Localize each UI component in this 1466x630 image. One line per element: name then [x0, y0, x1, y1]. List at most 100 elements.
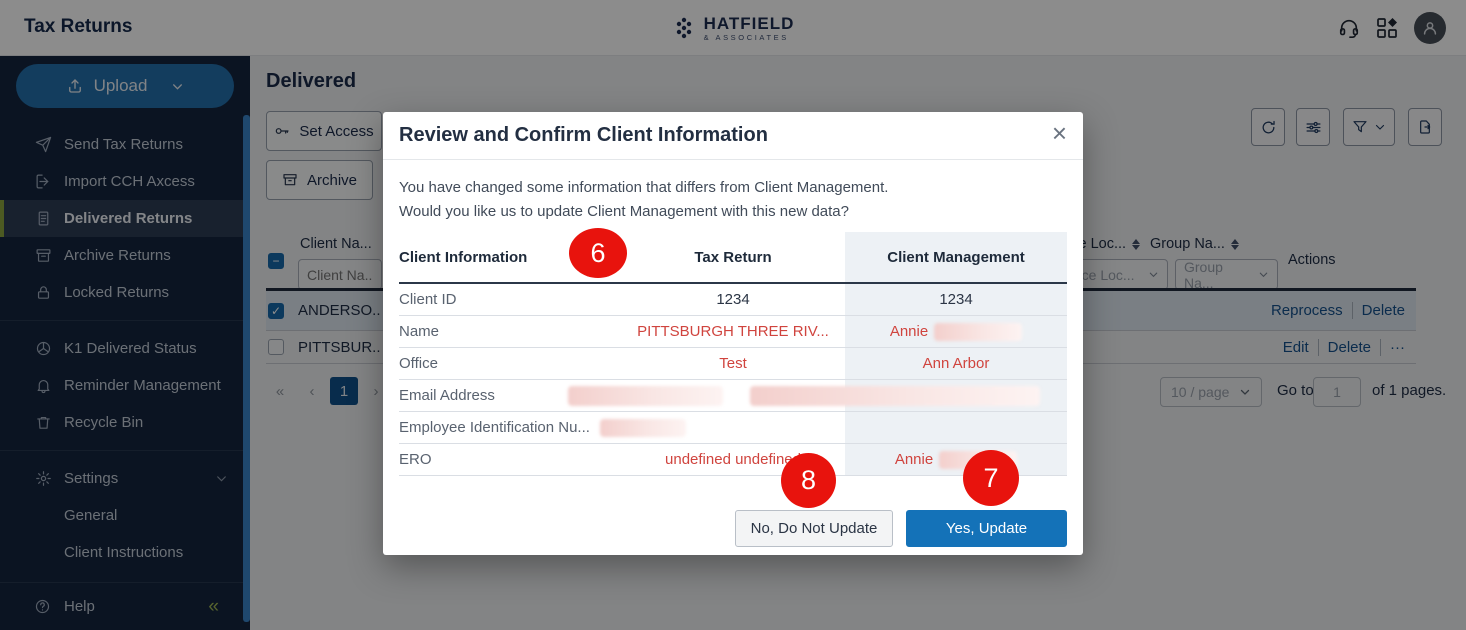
annotation-circle-6: 6: [569, 228, 627, 278]
column-settings-button[interactable]: [1296, 108, 1330, 146]
chevron-down-icon: [1148, 269, 1159, 280]
pagination-next-button[interactable]: ›: [373, 382, 379, 400]
refresh-icon: [1260, 119, 1277, 136]
goto-page-input[interactable]: [1314, 378, 1360, 406]
filter-button[interactable]: [1343, 108, 1395, 146]
apps-grid-icon[interactable]: [1376, 17, 1398, 39]
import-icon: [34, 173, 52, 191]
sidebar-item-settings[interactable]: Settings: [0, 460, 250, 497]
sidebar-item-locked-returns[interactable]: Locked Returns: [0, 274, 250, 311]
sort-icon[interactable]: [1132, 238, 1141, 250]
lock-icon: [34, 284, 52, 302]
sidebar-item-label: General: [64, 507, 118, 524]
sidebar-item-client-instructions[interactable]: Client Instructions: [0, 534, 250, 571]
page-app-title: Tax Returns: [24, 16, 133, 37]
comparison-table-header: Client Information Tax Return Client Man…: [399, 232, 1067, 284]
sidebar-item-label: Import CCH Axcess: [64, 173, 195, 190]
archive-box-icon: [34, 247, 52, 265]
client-info-comparison-table: Client Information Tax Return Client Man…: [399, 232, 1067, 476]
sidebar-item-general[interactable]: General: [0, 497, 250, 534]
archive-button[interactable]: Archive: [266, 160, 373, 200]
modal-title: Review and Confirm Client Information: [399, 124, 768, 146]
review-confirm-modal: Review and Confirm Client Information × …: [383, 112, 1083, 555]
sidebar-item-delivered-returns[interactable]: Delivered Returns: [0, 200, 250, 237]
sidebar-item-k1-delivered-status[interactable]: K1 Delivered Status: [0, 330, 250, 367]
column-header-group-name[interactable]: Group Na...: [1150, 236, 1239, 252]
sidebar-item-label: Recycle Bin: [64, 414, 144, 431]
client-name-filter[interactable]: [298, 259, 382, 290]
modal-message-line1: You have changed some information that d…: [399, 179, 889, 196]
upload-button[interactable]: Upload: [16, 64, 234, 108]
goto-page-box[interactable]: [1313, 377, 1361, 407]
sidebar-item-import-cch-axcess[interactable]: Import CCH Axcess: [0, 163, 250, 200]
sliders-icon: [1305, 119, 1322, 136]
more-actions-link[interactable]: ···: [1380, 338, 1414, 356]
user-avatar[interactable]: [1414, 12, 1446, 44]
settings-chevron-down-icon[interactable]: [215, 472, 228, 485]
client-name-filter-input[interactable]: [307, 266, 373, 283]
comparison-row-office: Office Test Ann Arbor: [399, 348, 1067, 380]
support-headset-icon[interactable]: [1338, 17, 1360, 39]
sidebar-divider: [0, 450, 250, 451]
sort-icon[interactable]: [1230, 238, 1239, 250]
header-tax-return: Tax Return: [694, 248, 772, 266]
sidebar-item-label: Send Tax Returns: [64, 136, 183, 153]
upload-chevron-down-icon[interactable]: [171, 80, 184, 93]
sidebar-divider: [0, 320, 250, 321]
delete-link[interactable]: Delete: [1351, 302, 1414, 319]
column-header-client-name[interactable]: Client Na...: [300, 236, 372, 252]
yes-update-button[interactable]: Yes, Update: [906, 510, 1067, 547]
archive-icon: [282, 172, 298, 188]
export-file-icon: [1417, 119, 1433, 135]
paper-plane-icon: [34, 136, 52, 154]
annotation-circle-7: 7: [963, 450, 1019, 506]
refresh-button[interactable]: [1251, 108, 1285, 146]
column-header-actions: Actions: [1288, 252, 1336, 268]
cell-client-name: PITTSBUR..: [298, 338, 381, 356]
delete-link[interactable]: Delete: [1317, 338, 1380, 356]
row-checkbox-checked[interactable]: ✓: [268, 302, 284, 319]
close-icon[interactable]: ×: [1051, 118, 1067, 148]
redacted-text: [934, 322, 1023, 341]
no-do-not-update-button[interactable]: No, Do Not Update: [735, 510, 893, 547]
page-size-select[interactable]: 10 / page: [1160, 377, 1262, 407]
comparison-row-ein: Employee Identification Nu...: [399, 412, 1067, 444]
sidebar-item-label: Client Instructions: [64, 544, 184, 561]
export-button[interactable]: [1408, 108, 1442, 146]
sidebar-item-label: Help: [64, 598, 95, 615]
sidebar-item-label: Archive Returns: [64, 247, 171, 264]
sidebar-item-send-tax-returns[interactable]: Send Tax Returns: [0, 126, 250, 163]
brand-logo: HATFIELD & ASSOCIATES: [0, 0, 1466, 56]
comparison-row-name: Name PITTSBURGH THREE RIV... Annie: [399, 316, 1067, 348]
pagination-prev-button[interactable]: ‹: [309, 382, 315, 400]
sidebar-item-label: Settings: [64, 470, 119, 487]
row-checkbox-unchecked[interactable]: [268, 339, 284, 355]
upload-icon: [66, 77, 84, 95]
sidebar-item-archive-returns[interactable]: Archive Returns: [0, 237, 250, 274]
redacted-text: [750, 386, 1040, 406]
sidebar-item-recycle-bin[interactable]: Recycle Bin: [0, 404, 250, 441]
filter-funnel-icon: [1352, 119, 1368, 135]
gear-icon: [34, 470, 52, 488]
select-all-checkbox[interactable]: −: [268, 253, 284, 269]
reprocess-link[interactable]: Reprocess: [1270, 302, 1343, 319]
sidebar-item-reminder-management[interactable]: Reminder Management: [0, 367, 250, 404]
archive-label: Archive: [306, 171, 358, 189]
trash-icon: [34, 414, 52, 432]
pagination-page-1[interactable]: 1: [330, 377, 358, 405]
key-icon: [274, 123, 290, 139]
page-title: Delivered: [266, 70, 357, 92]
sidebar-scrollbar[interactable]: [243, 115, 250, 622]
set-access-button[interactable]: Set Access: [266, 111, 382, 151]
bell-icon: [34, 377, 52, 395]
annotation-circle-8: 8: [781, 453, 836, 508]
edit-link[interactable]: Edit: [1282, 338, 1309, 356]
brand-tagline: & ASSOCIATES: [703, 32, 789, 42]
group-name-filter[interactable]: Group Na...: [1175, 259, 1278, 291]
office-location-filter[interactable]: ffice Loc...: [1062, 259, 1168, 290]
sidebar-item-help[interactable]: Help «: [0, 582, 243, 630]
modal-message-line2: Would you like us to update Client Manag…: [399, 203, 849, 220]
sidebar-collapse-icon[interactable]: «: [208, 595, 219, 617]
sidebar-item-label: Locked Returns: [64, 284, 170, 301]
pagination-first-button[interactable]: «: [275, 382, 285, 400]
